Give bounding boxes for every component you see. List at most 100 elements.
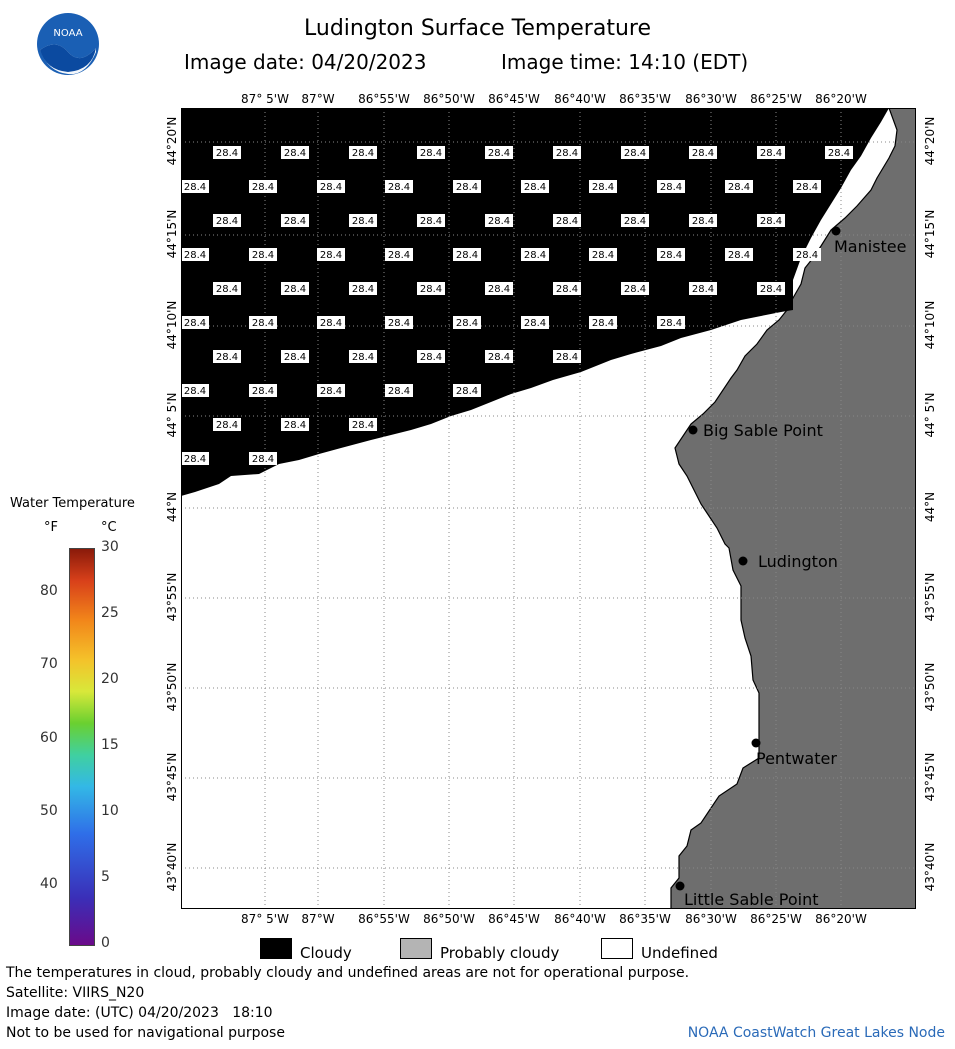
latitude-label: 44°20'N: [923, 116, 937, 166]
temperature-cell-value: 28.4: [488, 284, 510, 295]
legend-cloudy-label: Cloudy: [300, 944, 352, 962]
latitude-label: 44°N: [923, 491, 937, 523]
temperature-cell: 28.4: [589, 248, 617, 261]
temperature-cell-value: 28.4: [796, 250, 818, 261]
temperature-cell-value: 28.4: [456, 182, 478, 193]
temperature-cell: 28.4: [657, 316, 685, 329]
scale-tick-fahrenheit: 40: [40, 876, 58, 893]
latitude-label: 43°55'N: [165, 572, 179, 622]
temperature-cell-value: 28.4: [624, 284, 646, 295]
temperature-cell-value: 28.4: [692, 284, 714, 295]
temperature-cell: 28.4: [553, 282, 581, 295]
temperature-cell-value: 28.4: [524, 318, 546, 329]
temperature-cell: 28.4: [249, 384, 277, 397]
temperature-cell-value: 28.4: [216, 148, 238, 159]
temperature-cell-value: 28.4: [556, 216, 578, 227]
longitude-label: 86°30'W: [685, 912, 737, 926]
temperature-cell-value: 28.4: [524, 182, 546, 193]
longitude-label: 86°55'W: [358, 912, 410, 926]
temperature-cell-value: 28.4: [184, 318, 206, 329]
temperature-cell-value: 28.4: [284, 148, 306, 159]
legend-probably-cloudy-swatch: [400, 938, 432, 959]
temperature-cell: 28.4: [725, 248, 753, 261]
temperature-cell-value: 28.4: [352, 284, 374, 295]
temperature-cell: 28.4: [249, 248, 277, 261]
place-markers: Manistee Big Sable Point Ludington Pentwate…: [675, 226, 907, 909]
latitude-label: 43°45'N: [165, 752, 179, 802]
temperature-cell-value: 28.4: [352, 420, 374, 431]
temperature-cell-value: 28.4: [320, 386, 342, 397]
temperature-cell: 28.4: [485, 350, 513, 363]
temperature-cell: 28.4: [589, 180, 617, 193]
legend-undefined-swatch: [601, 938, 633, 959]
temperature-cell-value: 28.4: [660, 250, 682, 261]
temperature-cell-value: 28.4: [456, 250, 478, 261]
place-dot: [675, 881, 685, 891]
temperature-cell: 28.4: [621, 214, 649, 227]
longitude-label: 87°W: [301, 92, 335, 106]
temperature-cell: 28.4: [793, 180, 821, 193]
credit-text: NOAA CoastWatch Great Lakes Node: [687, 1025, 945, 1041]
scale-unit-c: °C: [101, 520, 117, 535]
color-scale-bar: [69, 548, 95, 946]
temperature-cell: 28.4: [453, 384, 481, 397]
temperature-cell-value: 28.4: [796, 182, 818, 193]
scale-tick-fahrenheit: 80: [40, 583, 58, 599]
temperature-cell-value: 28.4: [556, 352, 578, 363]
temperature-cell: 28.4: [181, 316, 209, 329]
cloudy-area: [181, 108, 889, 496]
temperature-cell-value: 28.4: [216, 420, 238, 431]
temperature-cell: 28.4: [485, 214, 513, 227]
longitude-label: 86°40'W: [554, 912, 606, 926]
longitude-label: 87°W: [301, 912, 335, 926]
temperature-cell: 28.4: [689, 214, 717, 227]
latitude-label: 43°40'N: [165, 842, 179, 892]
temperature-cell-value: 28.4: [592, 250, 614, 261]
temperature-cell-value: 28.4: [592, 318, 614, 329]
place-label: Manistee: [834, 237, 907, 256]
temperature-cell: 28.4: [825, 146, 853, 159]
temperature-cell: 28.4: [349, 282, 377, 295]
temperature-cell: 28.4: [281, 214, 309, 227]
place-label: Big Sable Point: [703, 421, 823, 440]
place-label: Ludington: [758, 552, 838, 571]
temperature-cell-value: 28.4: [252, 386, 274, 397]
temperature-cell: 28.4: [249, 452, 277, 465]
disclaimer-text: The temperatures in cloud, probably clou…: [6, 965, 690, 981]
temperature-cell: 28.4: [417, 350, 445, 363]
temperature-cell: 28.4: [621, 146, 649, 159]
temperature-cell: 28.4: [689, 146, 717, 159]
longitude-label: 86°55'W: [358, 92, 410, 106]
utc-date-text: Image date: (UTC) 04/20/2023 18:10: [6, 1005, 273, 1021]
temperature-cell-value: 28.4: [420, 352, 442, 363]
page-title: Ludington Surface Temperature: [304, 16, 651, 41]
temperature-cell-value: 28.4: [456, 386, 478, 397]
temperature-cell: 28.4: [213, 282, 241, 295]
temperature-cell-value: 28.4: [624, 216, 646, 227]
temperature-cell: 28.4: [757, 146, 785, 159]
temperature-cell: 28.4: [485, 146, 513, 159]
temperature-cell: 28.4: [453, 316, 481, 329]
latitude-label: 43°50'N: [165, 662, 179, 712]
temperature-cell: 28.4: [553, 146, 581, 159]
temperature-cell-value: 28.4: [456, 318, 478, 329]
longitude-label: 87° 5'W: [241, 912, 289, 926]
temperature-cell-value: 28.4: [660, 182, 682, 193]
temperature-cell: 28.4: [317, 248, 345, 261]
scale-tick-celsius: 15: [101, 737, 119, 753]
scale-tick-celsius: 25: [101, 605, 119, 621]
longitude-label: 87° 5'W: [241, 92, 289, 106]
temperature-cell: 28.4: [757, 214, 785, 227]
temperature-cell-value: 28.4: [320, 182, 342, 193]
temperature-cell-value: 28.4: [252, 318, 274, 329]
temperature-cell-value: 28.4: [760, 216, 782, 227]
satellite-text: Satellite: VIIRS_N20: [6, 985, 145, 1001]
logo-text: NOAA: [53, 28, 82, 39]
temperature-cell-value: 28.4: [184, 182, 206, 193]
scale-tick-fahrenheit: 70: [40, 656, 58, 673]
temperature-cell: 28.4: [553, 350, 581, 363]
map: 28.4 28.4 28.4 28.4 28.4 28.4 28.4 28.4 28.4 28.4…: [181, 108, 916, 909]
temperature-cell: 28.4: [281, 418, 309, 431]
temperature-cell-value: 28.4: [284, 216, 306, 227]
temperature-cell: 28.4: [281, 146, 309, 159]
